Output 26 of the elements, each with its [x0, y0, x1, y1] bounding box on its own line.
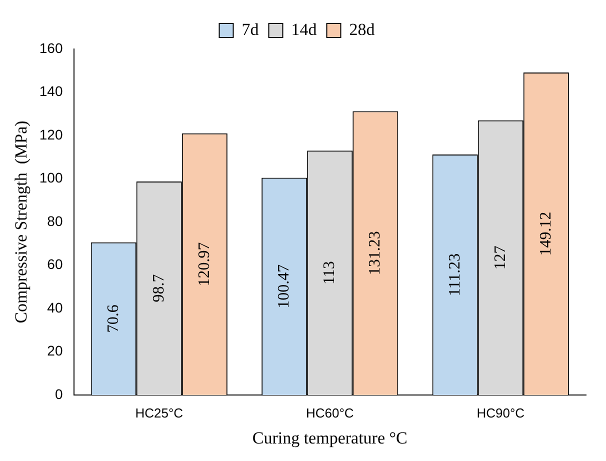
- x-tick-label: HC60°C: [306, 405, 354, 420]
- legend-label: 14d: [291, 20, 318, 39]
- data-label: 131.23: [366, 231, 384, 276]
- data-label: 149.12: [537, 212, 554, 256]
- y-tick-label: 80: [47, 212, 63, 229]
- data-label: 120.97: [196, 242, 213, 286]
- x-axis-title: Curing temperature °C: [252, 428, 408, 448]
- legend-label: 7d: [242, 20, 260, 39]
- x-tick-label: HC90°C: [476, 405, 525, 420]
- data-label: 100.47: [276, 264, 293, 308]
- y-tick-label: 60: [47, 256, 63, 272]
- y-tick-label: 40: [47, 299, 63, 316]
- x-tick-label: HC25°C: [135, 405, 184, 420]
- y-axis-title: Compressive Strength (MPa): [12, 120, 31, 324]
- y-tick-label: 20: [47, 342, 63, 359]
- data-label: 111.23: [446, 253, 464, 296]
- y-tick-label: 140: [39, 83, 63, 100]
- y-tick-label: 0: [54, 386, 63, 402]
- y-tick-label: 120: [39, 126, 63, 142]
- data-label: 127: [492, 246, 509, 270]
- data-label: 98.7: [150, 274, 168, 302]
- y-tick-label: 100: [39, 170, 63, 186]
- data-label: 70.6: [104, 304, 122, 333]
- legend-label: 28d: [349, 20, 376, 39]
- y-tick-label: 160: [39, 40, 63, 56]
- data-label: 113: [321, 261, 338, 285]
